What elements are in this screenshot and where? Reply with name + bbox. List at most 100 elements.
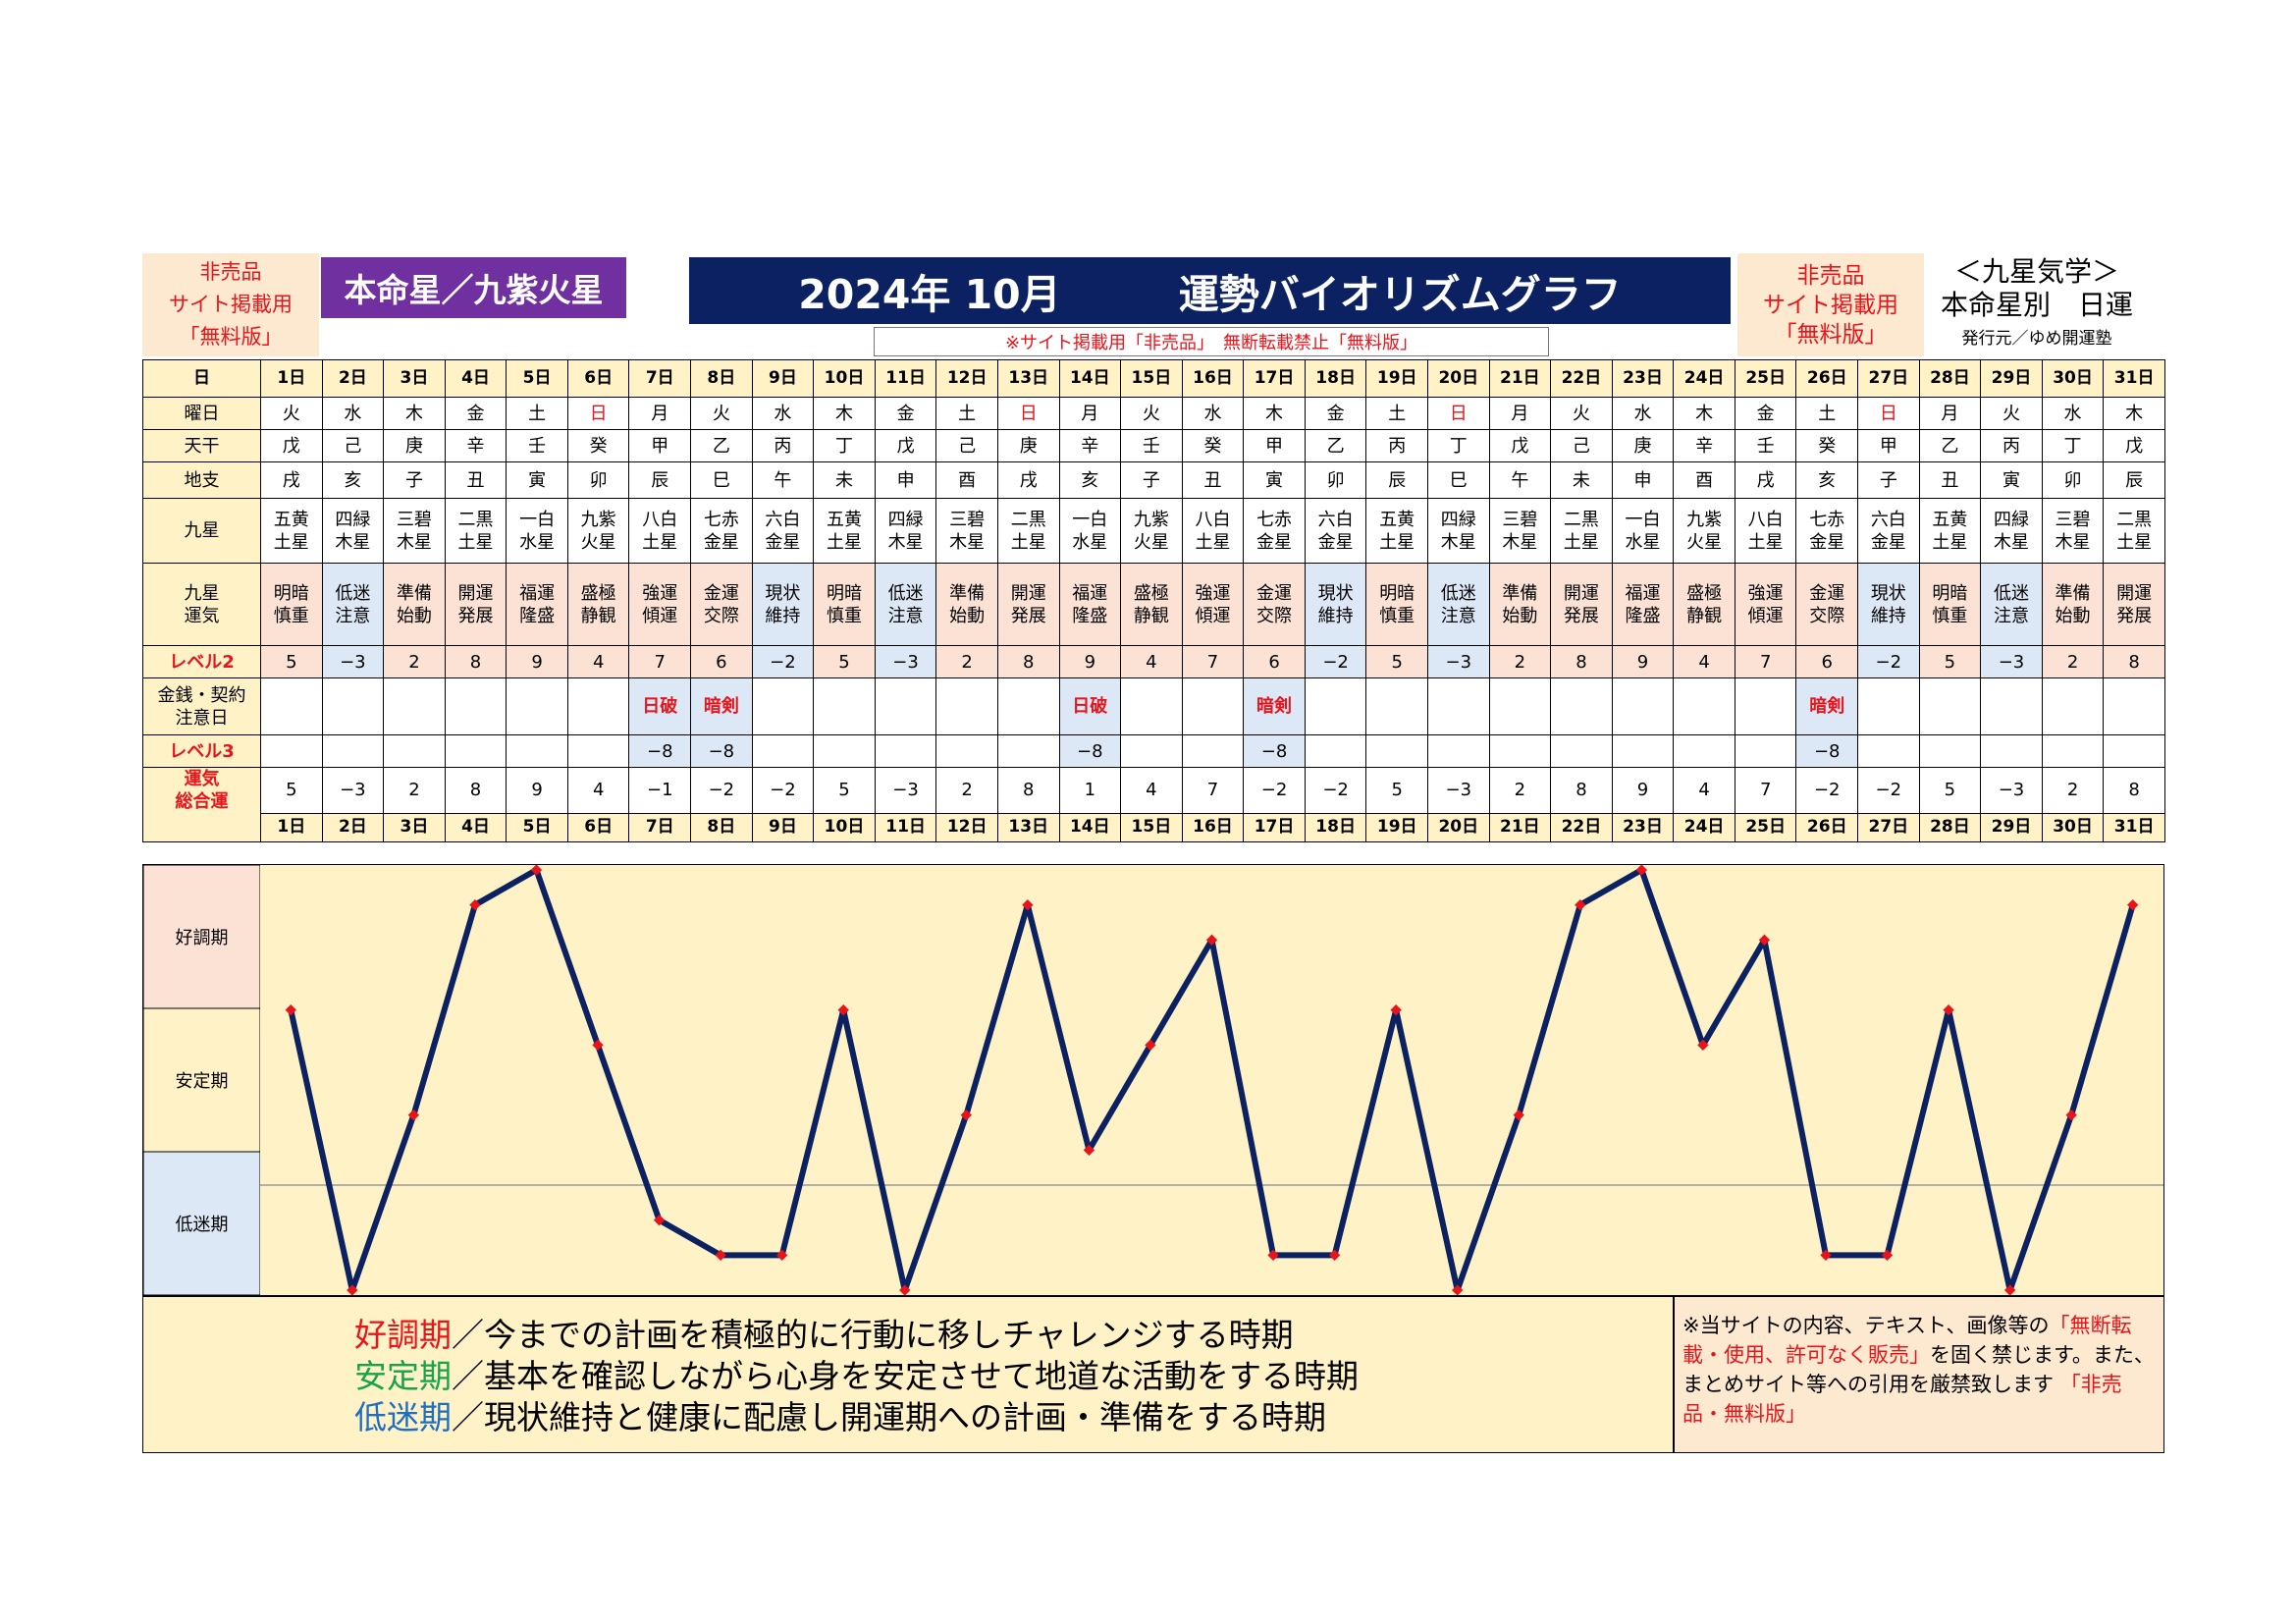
cell-level3 (996, 734, 1060, 768)
cell-total: −3 (1426, 767, 1490, 814)
cell-level3 (260, 734, 323, 768)
cell-total: −1 (628, 767, 692, 814)
cell-total: −2 (690, 767, 753, 814)
cell-weekday: 月 (628, 397, 692, 430)
cell-level2: 4 (1120, 645, 1183, 678)
cell-level2: −3 (1980, 645, 2043, 678)
cell-total: 9 (506, 767, 568, 814)
cell-unki: 準備 始動 (1488, 563, 1552, 646)
data-point (2003, 1284, 2016, 1296)
cell-total: −2 (1304, 767, 1367, 814)
data-point (1513, 1110, 1524, 1121)
cell-kan: 壬 (506, 429, 568, 462)
cell-kan: 庚 (1611, 429, 1675, 462)
cell-shi: 巳 (1426, 461, 1490, 499)
cell-kyusei: 七赤 金星 (1795, 498, 1859, 564)
cell-total: 2 (2041, 767, 2105, 814)
cell-level3 (935, 734, 998, 768)
cell-kyusei: 八白 土星 (1181, 498, 1245, 564)
cell-day: 13日 (996, 359, 1060, 398)
cell-weekday: 土 (506, 397, 568, 430)
page-title: 2024年 10月 運勢バイオリズムグラフ (689, 257, 1731, 324)
cell-kan: 丙 (751, 429, 815, 462)
cell-total: 4 (1120, 767, 1183, 814)
cell-day: 21日 (1488, 359, 1552, 398)
legend-stable-label: 安定期 (354, 1357, 452, 1395)
cell-day: 17日 (1243, 359, 1306, 398)
cell-shi: 亥 (1058, 461, 1122, 499)
row-kan: 天干戊己庚辛壬癸甲乙丙丁戊己庚辛壬癸甲乙丙丁戊己庚辛壬癸甲乙丙丁戊 (142, 429, 2165, 462)
cell-kan: 戊 (2103, 429, 2165, 462)
data-point (407, 1110, 420, 1121)
cell-level2: 7 (628, 645, 692, 678)
header-left-line: 非売品 (199, 260, 262, 284)
cell-unki: 低迷 注意 (874, 563, 937, 646)
cell-day2: 7日 (628, 812, 692, 842)
cell-shi: 酉 (1673, 461, 1735, 499)
cell-weekday: 日 (1857, 397, 1920, 430)
cell-money (1611, 677, 1675, 735)
cell-level2: 9 (506, 645, 568, 678)
cell-shi: 卯 (1304, 461, 1367, 499)
cell-unki: 明暗 慎重 (1918, 563, 1982, 646)
cell-level3 (321, 734, 385, 768)
cell-shi: 寅 (1243, 461, 1306, 499)
cell-money: 日破 (1058, 677, 1122, 735)
cell-level3 (1734, 734, 1797, 768)
cell-day: 14日 (1058, 359, 1122, 398)
cell-unki: 準備 始動 (383, 563, 446, 646)
cell-day2: 23日 (1611, 812, 1675, 842)
header-left-line: 「無料版」 (179, 325, 283, 349)
cell-level2: −2 (1304, 645, 1367, 678)
cell-money (1857, 677, 1920, 735)
cell-day2: 15日 (1120, 812, 1183, 842)
cell-shi: 子 (1120, 461, 1183, 499)
legend-low: 低迷期／現状維持と健康に配慮し開運期への計画・準備をする時期 (354, 1397, 1673, 1438)
cell-kyusei: 五黄 土星 (260, 498, 323, 564)
cell-unki: 強運 傾運 (1734, 563, 1797, 646)
cell-money (1365, 677, 1428, 735)
cell-level2: 6 (1795, 645, 1859, 678)
cell-kan: 壬 (1734, 429, 1797, 462)
row-header: 金銭・契約 注意日 (142, 677, 261, 735)
cell-unki: 現状 維持 (1857, 563, 1920, 646)
cell-weekday: 日 (566, 397, 630, 430)
legend-box: 好調期／今までの計画を積極的に行動に移しチャレンジする時期 安定期／基本を確認し… (142, 1296, 1674, 1453)
header-category: ＜九星気学＞ (1953, 254, 2119, 288)
cell-weekday: 木 (1243, 397, 1306, 430)
cell-unki: 強運 傾運 (1181, 563, 1245, 646)
legend-good-text: ／今までの計画を積極的に行動に移しチャレンジする時期 (452, 1316, 1294, 1354)
cell-weekday: 木 (1673, 397, 1735, 430)
cell-level2: 8 (2103, 645, 2165, 678)
cell-kan: 甲 (1243, 429, 1306, 462)
data-point (1083, 1144, 1095, 1156)
row-header: 曜日 (142, 397, 261, 430)
cell-weekday: 日 (996, 397, 1060, 430)
cell-level3: −8 (1243, 734, 1306, 768)
row-day: 日 1日 2日 3日 4日 5日 6日 7日 8日 9日 10日 11日 12日 13日 14日 15日 16日… (142, 359, 2165, 398)
cell-level2: 6 (1243, 645, 1306, 678)
cell-kyusei: 八白 土星 (1734, 498, 1797, 564)
cell-level3 (1918, 734, 1982, 768)
cell-unki: 準備 始動 (2041, 563, 2105, 646)
cell-money: 日破 (628, 677, 692, 735)
data-point (1205, 934, 1218, 946)
notice-red-2: 「非売品・無料版」 (1682, 1373, 2122, 1426)
cell-kan: 戊 (260, 429, 323, 462)
cell-level3 (1550, 734, 1613, 768)
cell-total: 2 (383, 767, 446, 814)
cell-day2: 31日 (2103, 812, 2165, 842)
cell-level2: 7 (1181, 645, 1245, 678)
cell-kan: 癸 (1795, 429, 1859, 462)
cell-weekday: 金 (1734, 397, 1797, 430)
row-shi: 地支戌亥子丑寅卯辰巳午未申酉戌亥子丑寅卯辰巳午未申酉戌亥子丑寅卯辰 (142, 461, 2165, 499)
zone-stable-label: 安定期 (176, 1071, 229, 1092)
cell-day2: 8日 (690, 812, 753, 842)
cell-day: 30日 (2041, 359, 2105, 398)
row-day2: 1日 2日 3日 4日 5日 6日 7日 8日 9日 10日 11日 12日 13日 14日 15日 16日 1… (142, 812, 2165, 842)
honmei-badge: 本命星／九紫火星 (321, 257, 626, 318)
cell-money (566, 677, 630, 735)
data-point (1267, 1249, 1279, 1261)
cell-kyusei: 二黒 土星 (1550, 498, 1613, 564)
cell-unki: 明暗 慎重 (260, 563, 323, 646)
